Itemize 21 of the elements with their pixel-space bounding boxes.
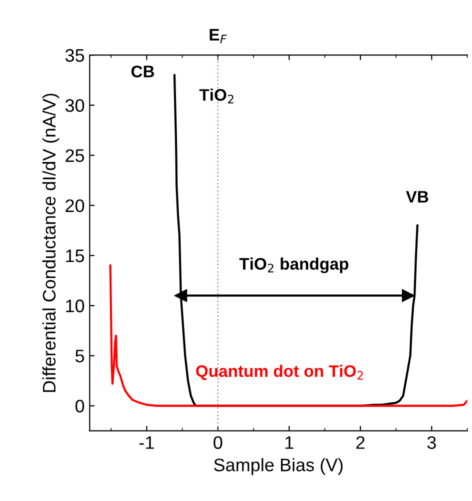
x-tick-label: -1 <box>139 436 154 449</box>
y-tick-label: 20 <box>66 199 84 212</box>
x-tick-label: 2 <box>356 436 365 449</box>
series-label: TiO$_{2}$ <box>199 88 234 104</box>
x-axis-title: Sample Bias (V) <box>214 458 343 475</box>
y-tick-label: 10 <box>66 300 84 312</box>
y-tick-label: 5 <box>76 350 84 362</box>
x-tick-label: 1 <box>286 436 294 449</box>
x-tick-label: 3 <box>427 436 436 449</box>
x-tick-label: 0 <box>214 436 222 449</box>
y-tick-label: 0 <box>75 400 84 413</box>
y-tick-label: 15 <box>66 250 84 262</box>
y-tick-label: 35 <box>65 49 84 62</box>
annotation: VB <box>406 191 428 203</box>
ref-line-label: E$_{F}$ <box>210 29 227 44</box>
y-axis-title: Differential Conductance dI/dV (nA/V) <box>42 94 60 392</box>
y-tick-label: 30 <box>65 99 84 112</box>
y-tick-label: 25 <box>66 149 84 162</box>
annotation: CB <box>131 66 154 78</box>
series-label: Quantum dot on TiO$_{2}$ <box>196 364 363 380</box>
annotation: TiO$_{2}$ bandgap <box>239 258 348 274</box>
